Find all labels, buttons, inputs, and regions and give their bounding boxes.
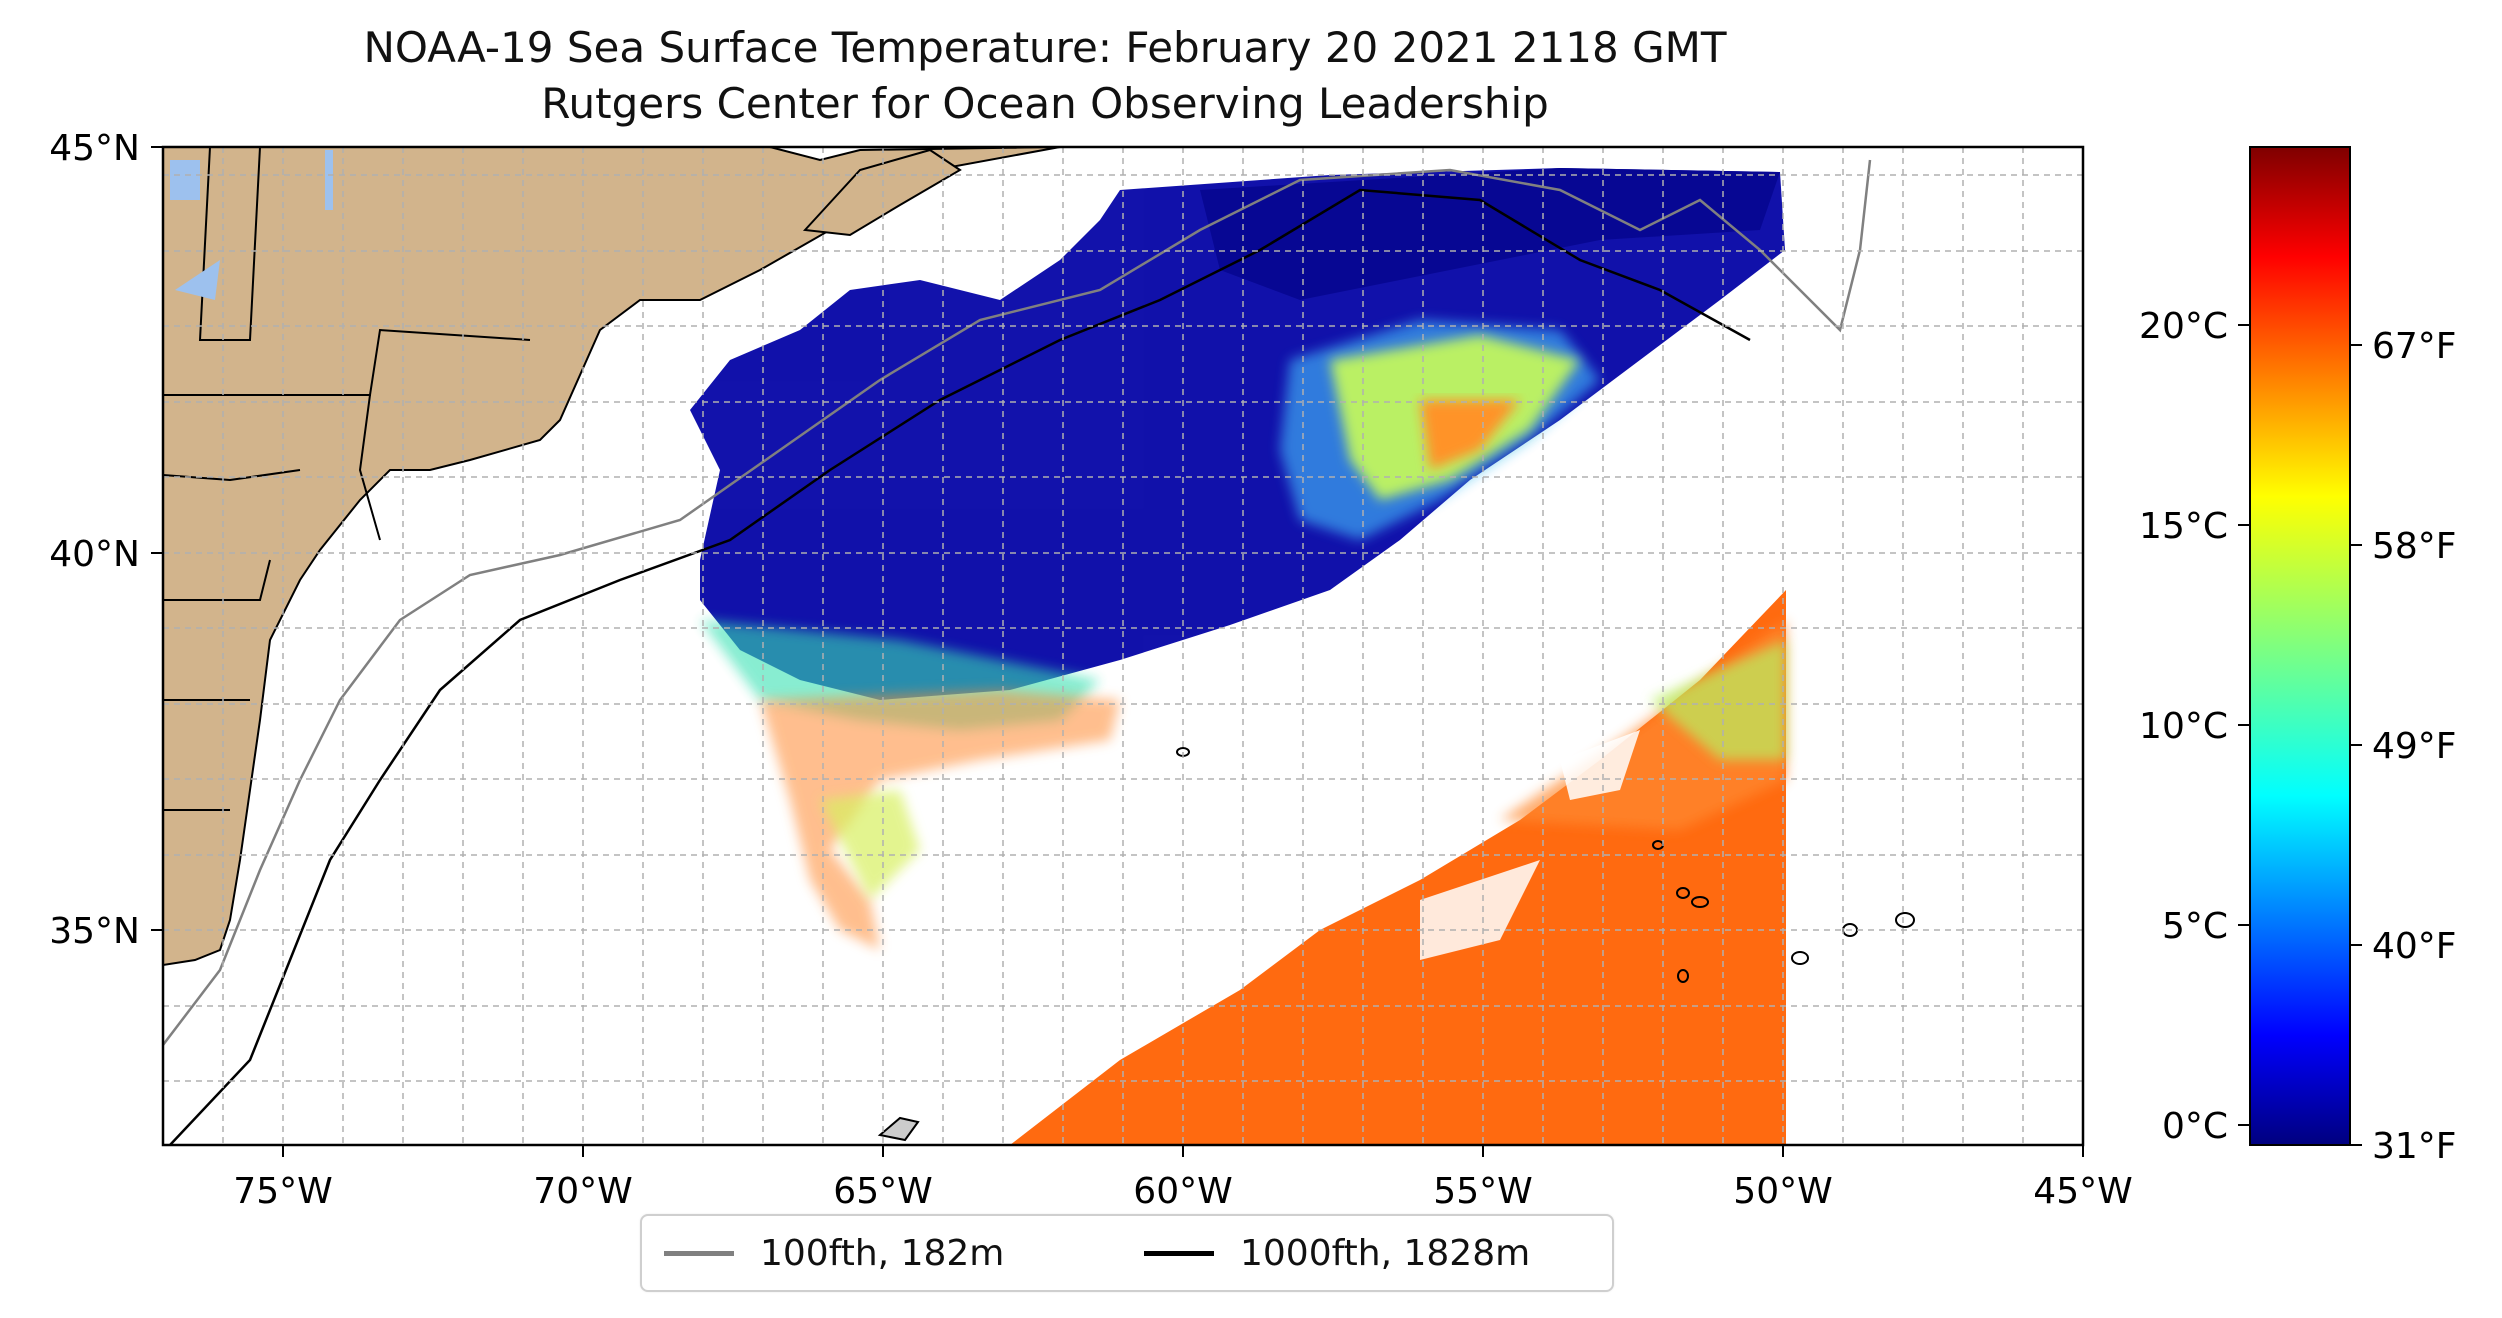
cbar-f-67: 67°F	[2372, 326, 2457, 367]
cbar-c-0: 0°C	[2162, 1106, 2228, 1147]
cbar-f-58: 58°F	[2372, 526, 2457, 567]
legend-item-1000fth: 1000fth, 1828m	[1144, 1233, 1530, 1274]
cbar-f-40: 40°F	[2372, 926, 2457, 967]
lon-tick-70w: 70°W	[533, 1171, 632, 1212]
cbar-c-10: 10°C	[2139, 706, 2228, 747]
contour-1000fth	[169, 188, 1751, 1145]
map-legend: 100fth, 182m 1000fth, 1828m	[640, 1214, 1614, 1292]
lakes	[170, 150, 333, 300]
legend-item-100fth: 100fth, 182m	[664, 1233, 1004, 1274]
lat-tick-35n: 35°N	[49, 911, 140, 952]
map-subtitle: Rutgers Center for Ocean Observing Leade…	[541, 79, 1549, 128]
lon-tick-45w: 45°W	[2033, 1171, 2132, 1212]
cbar-c-20: 20°C	[2139, 306, 2228, 347]
cbar-c-5: 5°C	[2162, 906, 2228, 947]
map-frame	[161, 145, 2085, 1147]
lon-tick-75w: 75°W	[233, 1171, 332, 1212]
cbar-f-31: 31°F	[2372, 1126, 2457, 1167]
lon-tick-65w: 65°W	[833, 1171, 932, 1212]
legend-label-1000fth: 1000fth, 1828m	[1240, 1233, 1531, 1274]
lat-tick-45n: 45°N	[49, 128, 140, 169]
lon-tick-50w: 50°W	[1733, 1171, 1832, 1212]
land-north-america	[163, 147, 1061, 967]
lat-tick-marks	[151, 146, 163, 931]
contour-100fth	[163, 159, 1872, 1046]
sst-field-mid	[760, 690, 1120, 950]
sst-field-south	[1010, 590, 1786, 1145]
gridlines	[163, 147, 2083, 1145]
colorbar	[2249, 146, 2351, 1146]
sst-field-north	[690, 168, 1785, 730]
lon-tick-55w: 55°W	[1433, 1171, 1532, 1212]
lon-tick-marks	[282, 1145, 2084, 1157]
cbar-c-15: 15°C	[2139, 506, 2228, 547]
cbar-f-49: 49°F	[2372, 726, 2457, 767]
lat-tick-40n: 40°N	[49, 534, 140, 575]
legend-label-100fth: 100fth, 182m	[760, 1233, 1005, 1274]
lon-tick-60w: 60°W	[1133, 1171, 1232, 1212]
legend-swatch-100fth	[664, 1251, 734, 1256]
colorbar-ticks	[2238, 324, 2362, 1146]
map-title: NOAA-19 Sea Surface Temperature: Februar…	[363, 23, 1727, 72]
legend-swatch-1000fth	[1144, 1251, 1214, 1256]
